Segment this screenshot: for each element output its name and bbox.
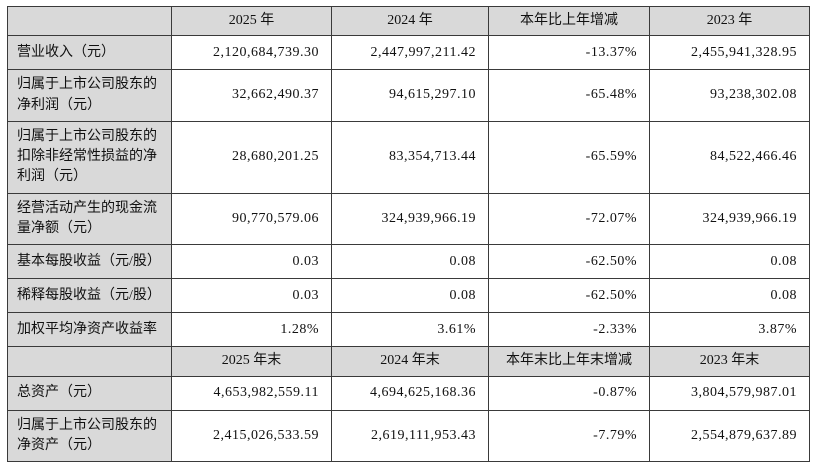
cell-value: -65.59%	[488, 120, 650, 194]
cell-value: 94,615,297.10	[331, 69, 489, 122]
cell-value: -13.37%	[488, 35, 650, 71]
row-label: 归属于上市公司股东的净利润（元）	[7, 69, 172, 122]
table-row: 归属于上市公司股东的扣除非经常性损益的净利润（元） 28,680,201.25 83…	[7, 120, 810, 194]
row-label: 加权平均净资产收益率	[7, 312, 172, 348]
table-row: 归属于上市公司股东的净资产（元） 2,415,026,533.59 2,619,11…	[7, 409, 810, 463]
table-row: 加权平均净资产收益率 1.28% 3.61% -2.33% 3.87%	[7, 312, 810, 348]
cell-value: 4,653,982,559.11	[171, 375, 332, 411]
cell-value: 28,680,201.25	[171, 120, 332, 194]
cell-value: 324,939,966.19	[649, 192, 810, 246]
cell-value: -72.07%	[488, 192, 650, 246]
financial-summary-table: 2025 年 2024 年本年比上年增减 2023 年营业收入（元） 2,120,68…	[7, 5, 810, 463]
table-body: 2025 年 2024 年本年比上年增减 2023 年营业收入（元） 2,120,68…	[7, 5, 810, 463]
column-header: 2025 年末	[171, 346, 332, 377]
cell-value: -62.50%	[488, 278, 650, 314]
table-row: 基本每股收益（元/股） 0.03 0.08 -62.50% 0.08	[7, 244, 810, 280]
cell-value: 4,694,625,168.36	[331, 375, 489, 411]
cell-value: 2,415,026,533.59	[171, 409, 332, 463]
row-label: 总资产（元）	[7, 375, 172, 411]
table-row: 总资产（元） 4,653,982,559.11 4,694,625,168.36 -0…	[7, 375, 810, 411]
cell-value: 324,939,966.19	[331, 192, 489, 246]
cell-value: 32,662,490.37	[171, 69, 332, 122]
cell-value: 1.28%	[171, 312, 332, 348]
cell-value: 0.03	[171, 278, 332, 314]
cell-value: 2,554,879,637.89	[649, 409, 810, 463]
cell-value: 0.08	[649, 278, 810, 314]
row-label: 归属于上市公司股东的净资产（元）	[7, 409, 172, 463]
cell-value: -65.48%	[488, 69, 650, 122]
cell-value: -0.87%	[488, 375, 650, 411]
header-empty-label-cell	[7, 5, 172, 37]
column-header: 本年比上年增减	[488, 5, 650, 37]
table-row: 稀释每股收益（元/股） 0.03 0.08 -62.50% 0.08	[7, 278, 810, 314]
row-label: 稀释每股收益（元/股）	[7, 278, 172, 314]
row-label: 归属于上市公司股东的扣除非经常性损益的净利润（元）	[7, 120, 172, 194]
cell-value: 93,238,302.08	[649, 69, 810, 122]
row-label: 经营活动产生的现金流量净额（元）	[7, 192, 172, 246]
table-row: 营业收入（元） 2,120,684,739.30 2,447,997,211.42-…	[7, 35, 810, 71]
column-header: 2024 年末	[331, 346, 489, 377]
cell-value: -62.50%	[488, 244, 650, 280]
section-1-header-row: 2025 年末 2024 年末 本年末比上年末增减 2023 年末	[7, 346, 810, 377]
table-row: 归属于上市公司股东的净利润（元） 32,662,490.37 94,615,297.…	[7, 69, 810, 122]
column-header: 2025 年	[171, 5, 332, 37]
row-label: 营业收入（元）	[7, 35, 172, 71]
cell-value: 2,120,684,739.30	[171, 35, 332, 71]
column-header: 2023 年	[649, 5, 810, 37]
cell-value: 2,619,111,953.43	[331, 409, 489, 463]
cell-value: 0.08	[649, 244, 810, 280]
cell-value: 0.08	[331, 278, 489, 314]
cell-value: 2,447,997,211.42	[331, 35, 489, 71]
section-0-header-row: 2025 年 2024 年本年比上年增减 2023 年	[7, 5, 810, 37]
column-header: 本年末比上年末增减	[488, 346, 650, 377]
cell-value: -2.33%	[488, 312, 650, 348]
column-header: 2024 年	[331, 5, 489, 37]
cell-value: 3.87%	[649, 312, 810, 348]
row-label: 基本每股收益（元/股）	[7, 244, 172, 280]
cell-value: 3.61%	[331, 312, 489, 348]
cell-value: 0.03	[171, 244, 332, 280]
column-header: 2023 年末	[649, 346, 810, 377]
cell-value: 90,770,579.06	[171, 192, 332, 246]
header-empty-label-cell	[7, 346, 172, 377]
cell-value: 3,804,579,987.01	[649, 375, 810, 411]
cell-value: -7.79%	[488, 409, 650, 463]
cell-value: 83,354,713.44	[331, 120, 489, 194]
cell-value: 84,522,466.46	[649, 120, 810, 194]
table-row: 经营活动产生的现金流量净额（元） 90,770,579.06 324,939,966…	[7, 192, 810, 246]
cell-value: 0.08	[331, 244, 489, 280]
cell-value: 2,455,941,328.95	[649, 35, 810, 71]
